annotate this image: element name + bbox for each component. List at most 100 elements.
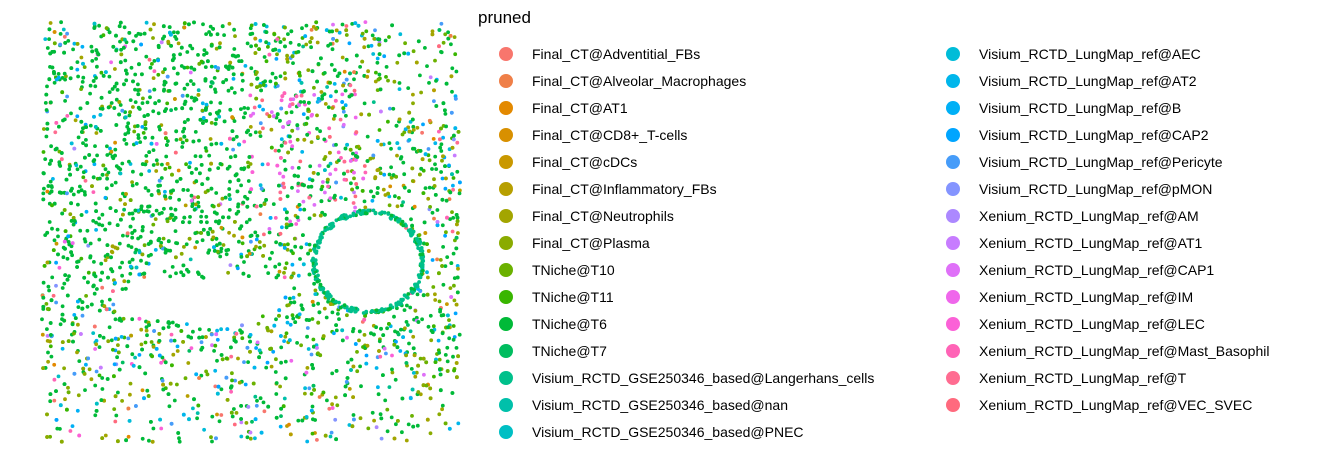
scatter-point [118,171,123,176]
scatter-point [451,183,455,188]
scatter-point [72,146,77,151]
scatter-point [433,292,437,297]
scatter-point [123,202,127,207]
scatter-point [243,64,248,68]
scatter-point [275,52,279,57]
scatter-point [406,292,411,296]
scatter-point [174,241,178,245]
scatter-point [231,77,236,81]
scatter-point [116,439,120,444]
scatter-point [451,251,456,256]
scatter-point [136,88,140,93]
scatter-point [228,136,232,141]
scatter-point [378,412,383,417]
scatter-point [168,381,173,386]
scatter-point [400,396,405,401]
scatter-point [283,167,288,172]
scatter-point [44,92,49,97]
scatter-point [248,349,252,354]
scatter-point [145,333,149,338]
scatter-point [321,390,326,395]
scatter-point [418,356,423,361]
scatter-point [249,233,254,238]
legend-label: Visium_RCTD_GSE250346_based@nan [532,396,788,413]
scatter-point [420,252,425,257]
scatter-point [288,432,293,437]
scatter-point [218,254,223,259]
scatter-point [113,281,117,285]
scatter-point [384,351,388,356]
scatter-point [239,434,244,439]
scatter-point [261,254,265,258]
scatter-point [68,164,72,169]
scatter-point [384,75,388,79]
scatter-point [174,255,178,260]
scatter-point [79,256,84,261]
legend-label: Visium_RCTD_LungMap_ref@CAP2 [979,126,1209,143]
scatter-point [78,184,82,189]
scatter-point [84,362,88,367]
scatter-point [275,112,280,117]
scatter-point [353,205,357,210]
scatter-point [80,44,85,49]
scatter-point [258,84,262,88]
scatter-point [439,142,444,147]
scatter-point [322,157,327,162]
scatter-point [290,313,295,318]
scatter-point [47,162,52,166]
scatter-point [456,231,460,235]
scatter-point [370,33,375,38]
scatter-point [250,170,255,175]
scatter-point [203,65,208,69]
scatter-point [397,146,402,151]
scatter-point [66,385,70,390]
legend-item: Visium_RCTD_GSE250346_based@PNEC [478,418,874,445]
scatter-point [64,177,69,182]
scatter-point [279,360,283,365]
scatter-point [319,232,324,237]
scatter-point [154,208,159,213]
scatter-point [389,415,394,420]
scatter-point [152,69,157,74]
scatter-point [72,313,77,317]
scatter-point [45,46,50,50]
scatter-point [65,191,69,196]
scatter-point [156,183,161,188]
legend-label: Visium_RCTD_GSE250346_based@PNEC [532,423,804,440]
scatter-point [249,44,254,49]
scatter-point [99,70,104,75]
scatter-point [44,108,49,112]
scatter-point [285,320,290,325]
scatter-point [450,66,455,71]
legend-label: TNiche@T6 [532,315,607,332]
scatter-point [140,436,145,441]
scatter-point [172,66,176,71]
scatter-point [60,304,65,309]
scatter-point [232,90,237,95]
scatter-point [254,96,259,101]
scatter-point [280,94,285,98]
scatter-point [157,332,162,336]
scatter-point [417,239,422,244]
legend-label: Visium_RCTD_LungMap_ref@Pericyte [979,153,1223,170]
scatter-point [281,125,285,129]
scatter-point [251,111,256,116]
scatter-point [243,382,248,387]
scatter-point [47,220,52,224]
scatter-point [318,282,323,287]
scatter-point [127,260,132,265]
scatter-point [165,219,170,224]
scatter-point [175,382,179,387]
scatter-point [438,258,443,262]
scatter-point [290,54,295,59]
scatter-point [160,211,164,215]
scatter-point [117,100,122,104]
scatter-point [182,102,187,106]
scatter-point [86,356,90,361]
scatter-point [65,407,69,412]
scatter-point [179,329,184,333]
scatter-point [123,110,127,114]
scatter-point [209,332,214,337]
scatter-point [230,371,234,376]
scatter-point [340,328,345,333]
